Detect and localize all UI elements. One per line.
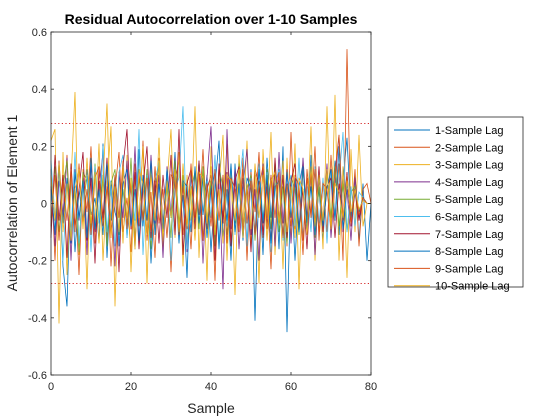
legend-label: 9-Sample Lag [435, 263, 504, 275]
plot-area: 0 20 40 60 80 -0.6 -0.4 -0.2 0 0.2 0.4 0.6 [28, 27, 377, 393]
legend-label: 4-Sample Lag [435, 177, 504, 189]
x-tick-label: 0 [48, 381, 54, 393]
y-tick-label: -0.4 [28, 313, 47, 325]
y-tick-label: 0.6 [32, 27, 47, 39]
legend-box [387, 116, 524, 288]
x-tick-label: 20 [125, 381, 137, 393]
legend-label: 5-Sample Lag [435, 194, 504, 206]
x-tick-label: 40 [205, 381, 217, 393]
chart-title: Residual Autocorrelation over 1-10 Sampl… [65, 11, 358, 27]
legend-label: 10-Sample Lag [435, 281, 510, 293]
y-tick-label: -0.2 [28, 256, 47, 268]
legend-label: 7-Sample Lag [435, 229, 504, 241]
legend-label: 6-Sample Lag [435, 212, 504, 224]
y-axis-ticks: -0.6 -0.4 -0.2 0 0.2 0.4 0.6 [28, 27, 371, 382]
legend: 1-Sample Lag 2-Sample Lag 3-Sample Lag 4-Sa… [387, 116, 524, 293]
series-lines [50, 49, 372, 333]
legend-entries: 1-Sample Lag 2-Sample Lag 3-Sample Lag 4-Sa… [394, 125, 510, 293]
confidence-bounds [51, 122, 371, 285]
plot-background [51, 32, 371, 375]
series-line-7 [50, 129, 371, 273]
y-tick-label: 0 [41, 199, 47, 211]
series-line-9 [50, 134, 371, 244]
y-tick-label: 0.4 [32, 84, 47, 96]
x-tick-label: 80 [365, 381, 377, 393]
legend-label: 3-Sample Lag [435, 160, 504, 172]
x-tick-label: 60 [285, 381, 297, 393]
y-tick-label: 0.2 [32, 141, 47, 153]
x-axis-ticks: 0 20 40 60 80 [48, 32, 377, 393]
y-axis-label: Autocorrelation of Element 1 [4, 114, 20, 291]
legend-label: 1-Sample Lag [435, 125, 504, 137]
series-line-10 [50, 103, 371, 250]
x-axis-label: Sample [187, 400, 235, 416]
series-line-6 [50, 106, 371, 261]
y-tick-label: -0.6 [28, 370, 47, 382]
legend-label: 8-Sample Lag [435, 246, 504, 258]
legend-label: 2-Sample Lag [435, 142, 504, 154]
